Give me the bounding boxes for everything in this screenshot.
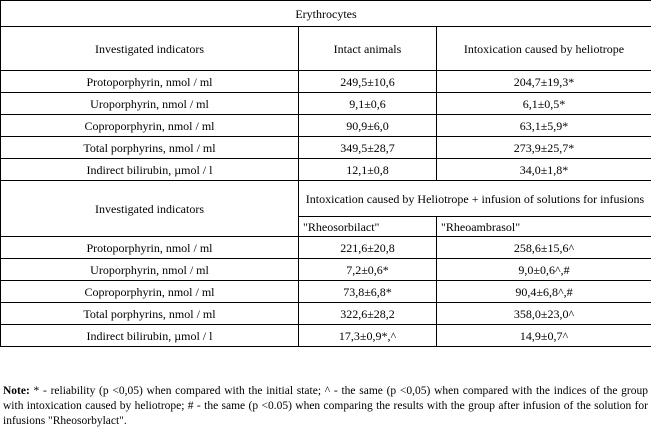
row-label: Total porphyrins, nmol / ml — [0, 136, 299, 159]
cell-value: 34,0±1,8* — [436, 158, 651, 181]
row-label: Coproporphyrin, nmol / ml — [0, 280, 299, 303]
results-table: Erythrocytes Investigated indicators Int… — [0, 0, 651, 347]
header-rheoambrasol: "Rheoambrasol" — [436, 216, 651, 237]
header-indicators-2: Investigated indicators — [0, 180, 299, 237]
cell-value: 12,1±0,8 — [298, 158, 437, 181]
row-label: Indirect bilirubin, µmol / l — [0, 158, 299, 181]
cell-value: 9,0±0,6^,# — [436, 258, 651, 281]
table-row: Coproporphyrin, nmol / ml 73,8±6,8* 90,4… — [0, 280, 651, 303]
cell-value: 349,5±28,7 — [298, 136, 437, 159]
header-indicators: Investigated indicators — [0, 26, 299, 71]
cell-value: 322,6±28,2 — [298, 302, 437, 325]
row-label: Total porphyrins, nmol / ml — [0, 302, 299, 325]
table-note: Note: * - reliability (p <0,05) when com… — [3, 384, 648, 429]
cell-value: 90,4±6,8^,# — [436, 280, 651, 303]
table-title: Erythrocytes — [0, 0, 651, 27]
cell-value: 17,3±0,9*,^ — [298, 324, 437, 347]
cell-value: 7,2±0,6* — [298, 258, 437, 281]
cell-value: 249,5±10,6 — [298, 70, 437, 93]
cell-value: 14,9±0,7^ — [436, 324, 651, 347]
table-row: Coproporphyrin, nmol / ml 90,9±6,0 63,1±… — [0, 114, 651, 137]
header-intact: Intact animals — [298, 26, 437, 71]
row-label: Protoporphyrin, nmol / ml — [0, 236, 299, 259]
cell-value: 63,1±5,9* — [436, 114, 651, 137]
note-text: * - reliability (p <0,05) when compared … — [3, 385, 648, 427]
cell-value: 258,6±15,6^ — [436, 236, 651, 259]
row-label: Coproporphyrin, nmol / ml — [0, 114, 299, 137]
cell-value: 358,0±23,0^ — [436, 302, 651, 325]
cell-value: 6,1±0,5* — [436, 92, 651, 115]
header-rheosorbilact: "Rheosorbilact" — [298, 216, 437, 237]
cell-value: 90,9±6,0 — [298, 114, 437, 137]
table-row: Indirect bilirubin, µmol / l 17,3±0,9*,^… — [0, 324, 651, 347]
header-infusion-group: Intoxication caused by Heliotrope + infu… — [298, 180, 651, 217]
cell-value: 221,6±20,8 — [298, 236, 437, 259]
table-row: Total porphyrins, nmol / ml 349,5±28,7 2… — [0, 136, 651, 159]
cell-value: 73,8±6,8* — [298, 280, 437, 303]
row-label: Indirect bilirubin, µmol / l — [0, 324, 299, 347]
table-row: Total porphyrins, nmol / ml 322,6±28,2 3… — [0, 302, 651, 325]
row-label: Protoporphyrin, nmol / ml — [0, 70, 299, 93]
table-row: Indirect bilirubin, µmol / l 12,1±0,8 34… — [0, 158, 651, 181]
cell-value: 9,1±0,6 — [298, 92, 437, 115]
row-label: Uroporphyrin, nmol / ml — [0, 258, 299, 281]
note-label: Note: — [3, 385, 30, 397]
table-row: Protoporphyrin, nmol / ml 249,5±10,6 204… — [0, 70, 651, 93]
header-heliotrope: Intoxication caused by heliotrope — [436, 26, 651, 71]
cell-value: 273,9±25,7* — [436, 136, 651, 159]
row-label: Uroporphyrin, nmol / ml — [0, 92, 299, 115]
table-row: Protoporphyrin, nmol / ml 221,6±20,8 258… — [0, 236, 651, 259]
table-row: Uroporphyrin, nmol / ml 7,2±0,6* 9,0±0,6… — [0, 258, 651, 281]
table-row: Uroporphyrin, nmol / ml 9,1±0,6 6,1±0,5* — [0, 92, 651, 115]
cell-value: 204,7±19,3* — [436, 70, 651, 93]
